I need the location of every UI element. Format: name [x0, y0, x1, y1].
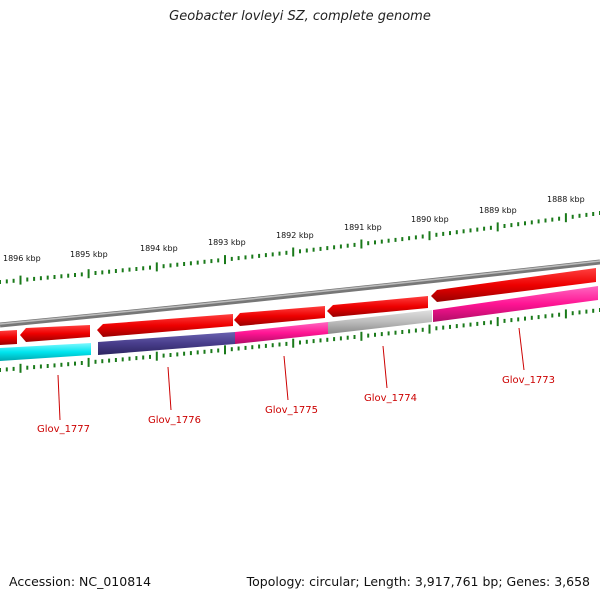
- forward-gene[interactable]: [0, 330, 17, 345]
- scale-label: 1890 kbp: [411, 215, 449, 224]
- scale-label: 1896 kbp: [3, 254, 41, 263]
- scale-label: 1893 kbp: [208, 238, 246, 247]
- scale-label: 1889 kbp: [479, 206, 517, 215]
- scale-label: 1895 kbp: [70, 250, 108, 259]
- leader-line: [382, 345, 388, 389]
- forward-strand-genes: [0, 268, 596, 345]
- forward-gene[interactable]: [327, 296, 428, 317]
- gene-glov-1773[interactable]: [433, 286, 598, 322]
- scale-label: 1891 kbp: [344, 223, 382, 232]
- gene-label[interactable]: Glov_1774: [364, 393, 417, 404]
- forward-gene[interactable]: [20, 325, 90, 342]
- scale-label: 1894 kbp: [140, 244, 178, 253]
- forward-gene[interactable]: [234, 306, 325, 326]
- forward-gene[interactable]: [97, 314, 233, 337]
- genome-summary-text: Topology: circular; Length: 3,917,761 bp…: [246, 574, 590, 589]
- gene-glov-1775[interactable]: [235, 322, 328, 344]
- leader-line: [57, 374, 61, 421]
- reverse-strand-genes: [0, 286, 598, 361]
- label-leaders: [57, 327, 525, 421]
- forward-gene[interactable]: [431, 268, 596, 302]
- scale-labels: 1896 kbp 1895 kbp 1894 kbp 1893 kbp 1892…: [3, 195, 585, 263]
- gene-label[interactable]: Glov_1777: [37, 424, 90, 435]
- gene-glov-1774[interactable]: [328, 310, 432, 334]
- map-title: Geobacter lovleyi SZ, complete genome: [169, 9, 431, 24]
- gene-label[interactable]: Glov_1773: [502, 375, 555, 386]
- backbone-track: [0, 259, 600, 328]
- scale-label: 1892 kbp: [276, 231, 314, 240]
- gene-label[interactable]: Glov_1776: [148, 415, 201, 426]
- scale-label: 1888 kbp: [547, 195, 585, 204]
- gene-label[interactable]: Glov_1775: [265, 405, 318, 416]
- leader-line: [167, 366, 172, 411]
- accession-text: Accession: NC_010814: [9, 574, 152, 589]
- lower-scale-ticks: [0, 308, 600, 373]
- leader-line: [283, 355, 289, 401]
- gene-glov-1776[interactable]: [98, 332, 235, 355]
- gene-glov-1777[interactable]: [0, 343, 91, 361]
- upper-scale-ticks: [0, 211, 600, 285]
- backbone-highlight: [0, 260, 600, 325]
- leader-line: [518, 327, 525, 371]
- gene-labels: Glov_1777 Glov_1776 Glov_1775 Glov_1774 …: [37, 375, 555, 435]
